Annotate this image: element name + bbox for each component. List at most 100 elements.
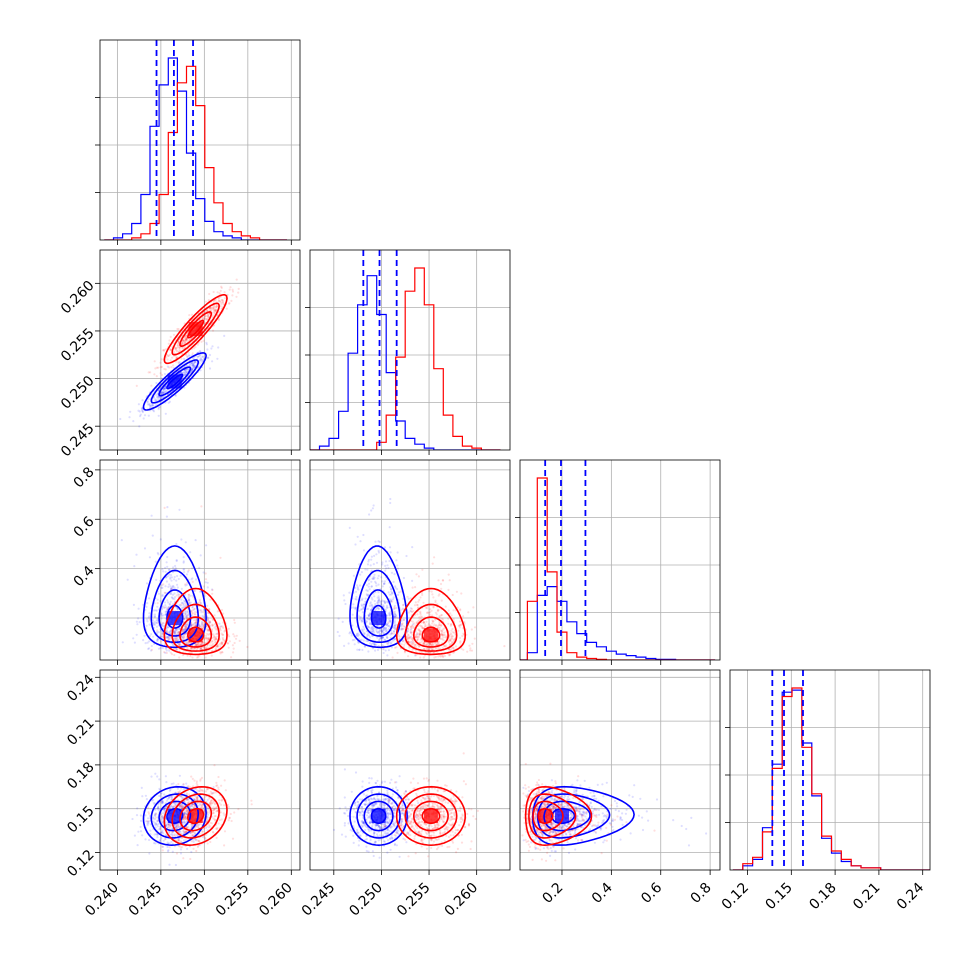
scatter-point [379,601,383,604]
scatter-point [162,391,165,395]
scatter-point [451,631,455,634]
scatter-point [409,628,413,631]
scatter-point [228,302,231,305]
scatter-point [419,610,422,613]
scatter-point [377,598,381,601]
scatter-point [408,637,411,640]
scatter-point [215,635,218,639]
scatter-point [155,399,158,402]
scatter-point [196,343,199,346]
scatter-point [216,784,219,787]
scatter-point [430,648,433,651]
scatter-point [374,582,378,585]
scatter-point [180,804,184,808]
scatter-point [395,559,398,562]
scatter-point [429,643,432,646]
scatter-point [188,354,191,357]
scatter-point [382,651,385,655]
scatter-point [159,838,162,842]
scatter-point [174,631,177,634]
scatter-point [198,600,201,603]
scatter-point [161,801,164,804]
scatter-point [411,610,414,614]
scatter-point [149,829,152,832]
scatter-point [164,566,167,569]
scatter-point [381,636,384,639]
scatter-point [422,621,425,624]
scatter-point [151,534,154,537]
scatter-point [359,617,362,620]
scatter-point [185,583,188,586]
scatter-point [382,632,385,635]
scatter-point [418,629,421,632]
scatter-point [176,586,179,589]
scatter-point [418,633,422,636]
scatter-point [147,817,150,820]
scatter-point [370,608,373,611]
scatter-point [152,801,155,804]
scatter-point [452,609,455,612]
scatter-point [195,621,198,624]
scatter-point [163,807,166,811]
scatter-point [209,621,212,624]
scatter-point [190,624,193,627]
scatter-point [420,630,423,633]
scatter-point [204,838,207,841]
scatter-point [416,613,419,616]
scatter-point [433,556,436,559]
scatter-point [458,620,462,623]
scatter-point [193,798,196,801]
scatter-point [171,356,174,359]
scatter-point [177,825,180,828]
scatter-point [414,601,417,604]
scatter-point [209,799,213,802]
scatter-point [386,636,389,639]
scatter-point [152,817,155,820]
scatter-point [449,624,452,627]
scatter-point [219,289,222,292]
scatter-point [415,654,418,657]
scatter-point [380,576,383,579]
scatter-point [192,797,196,801]
scatter-point [444,645,447,648]
scatter-point [375,553,378,556]
scatter-point [416,603,419,606]
scatter-point [355,633,358,637]
scatter-point [207,356,210,359]
scatter-point [176,787,179,790]
scatter-point [371,626,374,629]
scatter-point [440,654,443,657]
scatter-point [228,640,231,643]
scatter-point [179,846,182,849]
scatter-point [190,368,194,371]
scatter-point [431,643,434,646]
scatter-point [440,633,443,636]
scatter-point [156,598,159,601]
scatter-point [391,656,394,659]
scatter-point [430,643,433,646]
scatter-point [196,355,199,358]
scatter-point [370,604,373,608]
scatter-point [376,596,379,599]
scatter-point [359,616,362,619]
scatter-point [366,625,369,628]
scatter-point [185,616,188,619]
scatter-point [215,827,219,831]
scatter-point [407,611,410,614]
scatter-point [195,849,198,853]
scatter-point [175,559,178,563]
scatter-point [198,598,201,601]
scatter-point [191,605,194,608]
scatter-point [448,579,451,582]
scatter-point [154,609,157,612]
scatter-point [383,601,386,604]
scatter-point [161,568,164,571]
scatter-point [194,360,197,363]
scatter-point [389,610,392,613]
scatter-point [381,585,384,588]
scatter-point [221,301,224,304]
scatter-point [183,628,186,631]
scatter-point [133,834,136,837]
scatter-point [153,620,156,623]
